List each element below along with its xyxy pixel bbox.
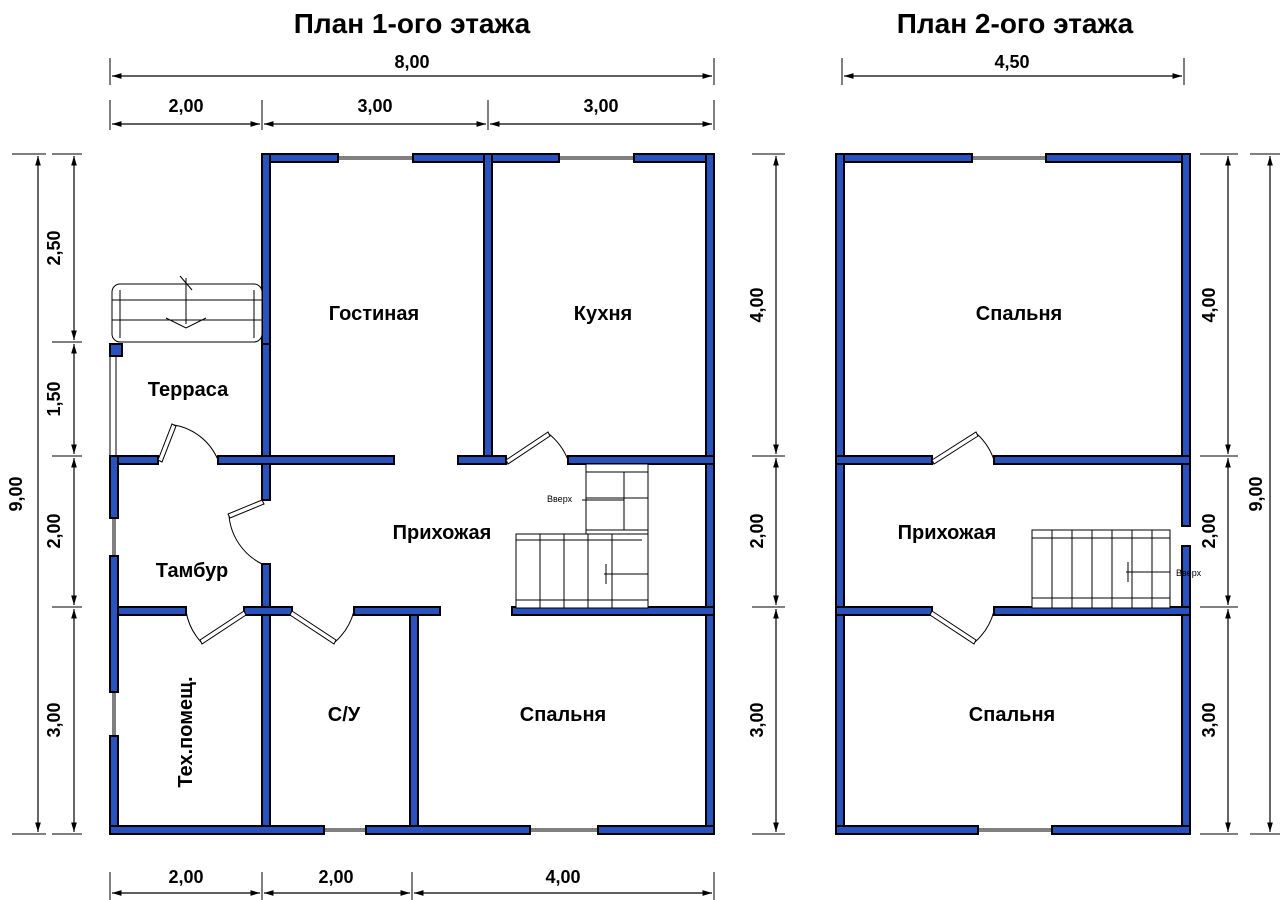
plan2-wall	[1181, 153, 1191, 527]
plan1-dimensions-top: 8,00 2,00 3,00 3,00	[109, 52, 715, 130]
plan2-dimensions-top: 4,50	[841, 52, 1185, 85]
plan1-wall	[109, 455, 119, 519]
plan1-dim-left-3: 2,00	[44, 513, 64, 548]
plan2-wall	[1051, 825, 1191, 835]
plan2-title: План 2-ого этажа	[897, 8, 1134, 39]
room-bedroom-1: Спальня	[520, 704, 606, 726]
plan1-wall	[567, 455, 715, 465]
plan2-doors	[929, 431, 995, 645]
plan2-dim-total-height: 9,00	[1246, 476, 1266, 511]
plan2-stair: Вверх	[1031, 529, 1202, 609]
plan1-wall	[109, 606, 187, 616]
plan1-wall	[109, 735, 119, 835]
plan2-door	[929, 610, 977, 645]
plan1-dim-total-width: 8,00	[394, 52, 429, 72]
room-bedroom-2: Спальня	[976, 303, 1062, 325]
plan1-stair-label: Вверх	[547, 494, 573, 504]
plan1-windows	[109, 156, 634, 832]
plan2-dim-right-3: 3,00	[1199, 702, 1219, 737]
plan2-stair-label: Вверх	[1176, 568, 1202, 578]
plan1-wall	[217, 455, 395, 465]
plan1-stair: Вверх	[515, 463, 649, 609]
plan1-wall	[409, 614, 419, 835]
plan2-wall	[835, 606, 933, 616]
plan1-wall	[109, 825, 325, 835]
plan1-title: План 1-ого этажа	[294, 8, 531, 39]
plan1-dim-top-1: 2,00	[168, 96, 203, 116]
plan1-dim-top-2: 3,00	[357, 96, 392, 116]
plan1-walls	[109, 153, 715, 835]
plan1-door	[505, 431, 551, 465]
room-bedroom-3: Спальня	[969, 704, 1055, 726]
room-technical: Тех.помещ.	[175, 676, 197, 787]
plan1-wall	[597, 825, 715, 835]
plan1-wall	[365, 825, 531, 835]
plan2-dim-right-2: 2,00	[1199, 513, 1219, 548]
plan1-door	[157, 423, 177, 463]
plan1-dimensions-bottom: 2,00 2,00 4,00	[109, 867, 715, 900]
plan1-wall	[261, 153, 271, 345]
plan1-dim-left-4: 3,00	[44, 702, 64, 737]
plan1-wall	[109, 555, 119, 693]
plan2-wall	[1181, 545, 1191, 835]
plan1-door	[199, 610, 247, 645]
plan1-dim-bottom-3: 4,00	[545, 867, 580, 887]
plan1-door	[289, 610, 337, 645]
plan2-walls	[835, 153, 1191, 835]
plan2-wall	[835, 455, 933, 465]
plan2-dimensions-right: 4,00 2,00 3,00 9,00	[1199, 153, 1280, 835]
plan1-doors	[157, 423, 569, 645]
plan1-wall	[261, 153, 339, 163]
plan2-dim-total-width: 4,50	[994, 52, 1029, 72]
plan2-wall	[835, 153, 973, 163]
plan1-wall	[633, 153, 715, 163]
plan1-wall	[243, 606, 293, 616]
plan1-terrace-steps	[111, 275, 263, 343]
plan1-wall	[353, 606, 441, 616]
room-terrace: Терраса	[148, 379, 229, 401]
room-living: Гостиная	[329, 303, 419, 325]
plan1-dim-total-height: 9,00	[6, 476, 26, 511]
plan1-wall	[457, 455, 507, 465]
plan2-wall	[993, 455, 1191, 465]
room-tambur: Тамбур	[156, 560, 229, 582]
plan1-dim-right-1: 4,00	[747, 287, 767, 322]
room-bathroom: С/У	[328, 704, 361, 726]
plan2-wall	[1045, 153, 1191, 163]
plan1-dim-left-2: 1,50	[44, 381, 64, 416]
plan2-dim-right-1: 4,00	[1199, 287, 1219, 322]
plan2-windows	[972, 156, 1052, 832]
plan1-dim-left-1: 2,50	[44, 230, 64, 265]
plan1-post	[109, 343, 123, 357]
plan1-wall	[261, 343, 271, 501]
plan1-wall	[705, 153, 715, 835]
plan1-door	[227, 499, 265, 519]
plan1-dim-bottom-2: 2,00	[318, 867, 353, 887]
plan1-dim-bottom-1: 2,00	[168, 867, 203, 887]
room-hallway-2: Прихожая	[898, 522, 997, 544]
plan2-wall	[835, 825, 979, 835]
plan1-dim-top-3: 3,00	[583, 96, 618, 116]
plan2-door	[931, 431, 979, 465]
plan1-wall	[483, 153, 493, 457]
plan1-dim-right-3: 3,00	[747, 702, 767, 737]
plan1-wall	[261, 563, 271, 835]
plan1-dim-right-2: 2,00	[747, 513, 767, 548]
room-kitchen: Кухня	[574, 303, 632, 325]
plan1-dimensions-left: 9,00 2,50 1,50 2,00 3,00	[6, 153, 82, 835]
plan2-wall	[835, 153, 845, 835]
room-hallway-1: Прихожая	[393, 522, 492, 544]
plan1-dimensions-right: 4,00 2,00 3,00	[747, 153, 785, 835]
